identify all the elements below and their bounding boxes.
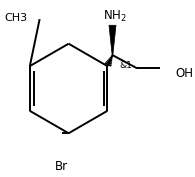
Text: OH: OH — [176, 67, 194, 80]
Polygon shape — [109, 25, 116, 55]
Text: CH3: CH3 — [5, 13, 28, 23]
Text: Br: Br — [55, 160, 68, 173]
Text: &1: &1 — [120, 61, 132, 70]
Text: NH$_2$: NH$_2$ — [103, 8, 127, 24]
